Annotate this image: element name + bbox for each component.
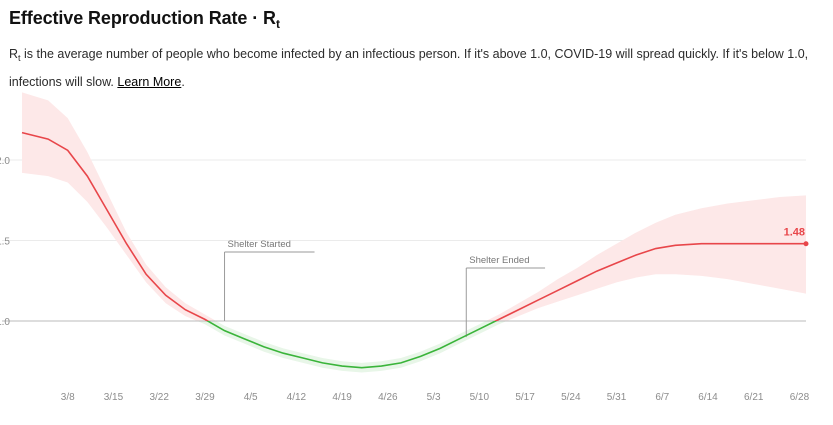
last-point-marker xyxy=(803,241,809,247)
rt-chart: 1.0 1.5 2.0 Shelter Started Shelter Ended 1.4… xyxy=(0,92,810,403)
title-subscript: t xyxy=(275,17,280,31)
desc-end: . xyxy=(181,75,185,89)
annotation-label: Shelter Ended xyxy=(469,255,529,266)
y-tick-label: 2.0 xyxy=(0,156,10,167)
learn-more-link[interactable]: Learn More xyxy=(117,75,182,89)
last-value-label: 1.48 xyxy=(784,227,805,239)
x-tick-label: 3/22 xyxy=(149,392,169,403)
desc-r: R xyxy=(9,47,19,61)
x-tick-label: 5/24 xyxy=(561,392,581,403)
desc-r-subscript: t xyxy=(18,53,21,63)
rt-line-below xyxy=(206,321,498,369)
rt-line-above xyxy=(21,131,806,321)
x-tick-label: 6/21 xyxy=(744,392,764,403)
x-tick-label: 5/31 xyxy=(607,392,627,403)
x-tick-label: 4/12 xyxy=(287,392,307,403)
chart-title: Effective Reproduction Rate · Rt xyxy=(9,8,280,31)
x-tick-label: 5/10 xyxy=(470,392,490,403)
y-tick-label: 1.5 xyxy=(0,237,10,248)
x-tick-label: 6/7 xyxy=(655,392,669,403)
chart-description: Rt is the average number of people who b… xyxy=(9,42,824,94)
x-tick-label: 4/26 xyxy=(378,392,398,403)
confidence-band-above xyxy=(22,92,806,321)
desc-text: is the average number of people who beco… xyxy=(9,47,809,89)
x-tick-label: 6/14 xyxy=(698,392,718,403)
x-tick-label: 3/15 xyxy=(104,392,124,403)
x-tick-label: 3/29 xyxy=(195,392,215,403)
x-tick-label: 6/28 xyxy=(790,392,810,403)
x-tick-label: 5/17 xyxy=(515,392,535,403)
annotation-label: Shelter Started xyxy=(228,239,291,250)
title-text: Effective Reproduction Rate · R xyxy=(9,8,276,28)
x-tick-label: 4/19 xyxy=(332,392,352,403)
x-tick-label: 4/5 xyxy=(244,392,258,403)
x-tick-label: 5/3 xyxy=(427,392,441,403)
y-tick-label: 1.0 xyxy=(0,317,10,328)
x-tick-label: 3/8 xyxy=(61,392,75,403)
